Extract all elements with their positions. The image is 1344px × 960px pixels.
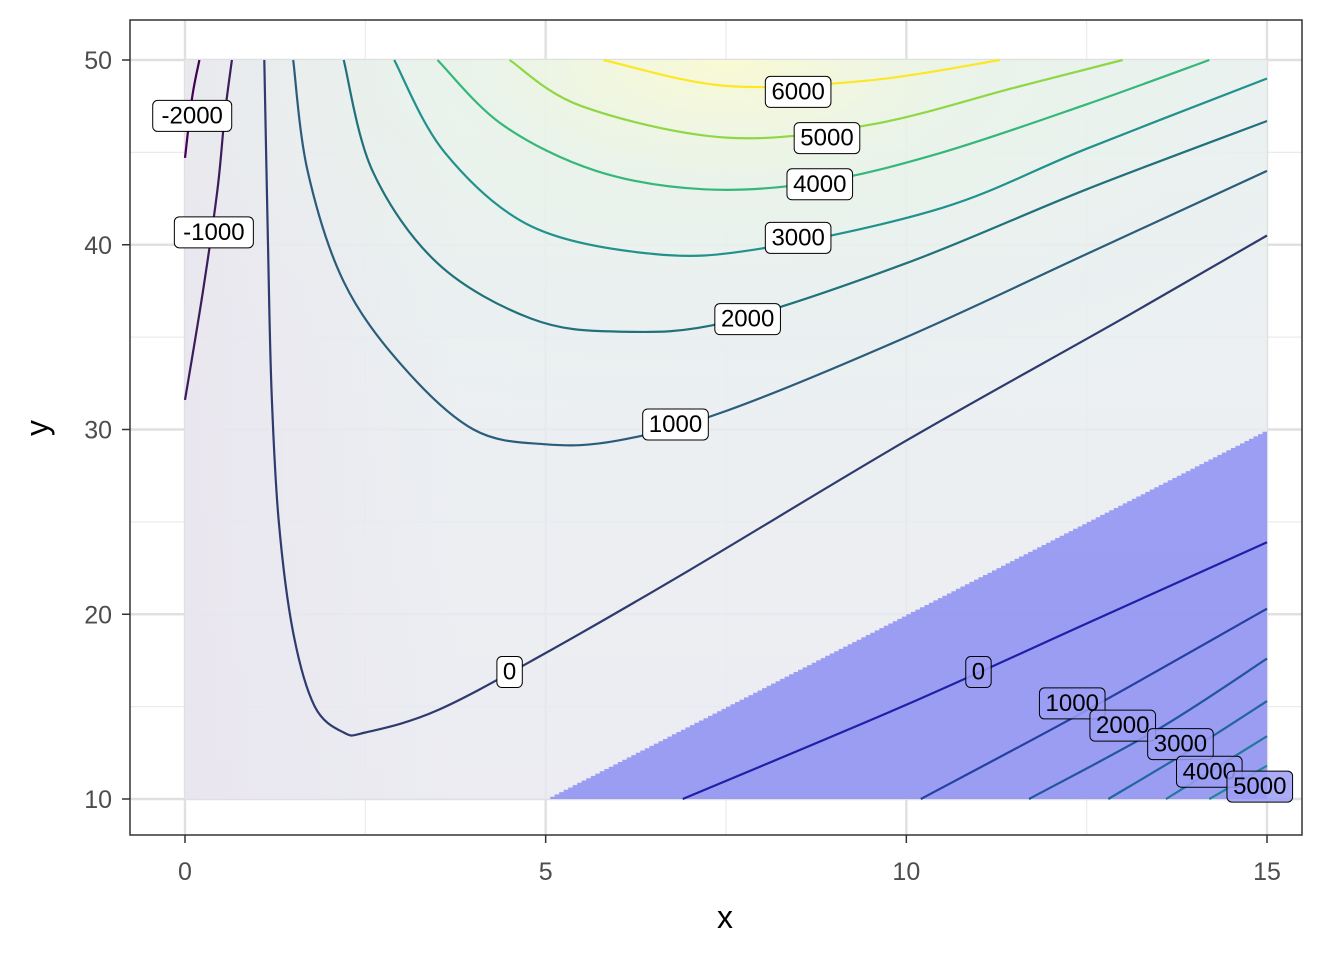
- x-axis-title: x: [717, 899, 733, 935]
- contour-label-5000-13: 5000: [1226, 770, 1294, 803]
- contour-label-text: 5000: [800, 125, 853, 152]
- contour-label-2000-6: 2000: [714, 303, 781, 336]
- contour-label-neg2000-0: -2000: [152, 99, 233, 132]
- contour-label-6000-14: 6000: [764, 75, 832, 108]
- y-tick-label: 10: [84, 786, 112, 814]
- contour-label-box: [1226, 770, 1294, 803]
- y-tick-label: 30: [84, 417, 112, 445]
- contour-label-text: 3000: [1154, 731, 1207, 758]
- contour-label-text: 0: [972, 659, 985, 686]
- x-tick-label: 5: [539, 858, 553, 886]
- contour-label-box: [965, 656, 992, 689]
- contour-label-text: -2000: [162, 102, 223, 129]
- contour-label-box: [496, 656, 523, 689]
- contour-label-1000-5: 1000: [1038, 687, 1106, 720]
- plot-border: [129, 19, 1303, 836]
- contour-label-2000-7: 2000: [1089, 709, 1157, 742]
- y-tick-label: 50: [84, 47, 112, 75]
- contour-label-text: 0: [503, 659, 516, 686]
- x-tick-label: 15: [1253, 858, 1281, 886]
- contour-line-0-3: [682, 541, 1268, 801]
- contour-label-text: 6000: [771, 78, 824, 105]
- contour-label-text: -1000: [183, 219, 244, 246]
- contour-label-box: [764, 221, 832, 254]
- contour-label-box: [642, 408, 709, 441]
- contour-label-text: 3000: [771, 224, 824, 251]
- contour-label-box: [786, 168, 854, 201]
- contour-label-text: 4000: [793, 171, 846, 198]
- contour-label-box: [714, 303, 781, 336]
- contour-label-text: 2000: [1096, 712, 1149, 739]
- contour-label-3000-8: 3000: [764, 221, 832, 254]
- contour-label-text: 1000: [1046, 690, 1099, 717]
- contour-label-box: [764, 75, 832, 108]
- contour-line-3000-8: [393, 59, 1268, 257]
- contour-label-3000-9: 3000: [1147, 728, 1214, 761]
- contour-label-box: [1038, 687, 1106, 720]
- contour-label-text: 5000: [1233, 773, 1286, 800]
- contour-line-2000-6: [342, 59, 1268, 334]
- contour-line-neg2000-0: [183, 59, 201, 159]
- contour-label-box: [173, 216, 254, 249]
- contour-label-5000-12: 5000: [793, 122, 861, 155]
- contour-label-0-2: 0: [496, 656, 523, 689]
- x-tick-label: 10: [892, 858, 920, 886]
- contour-line-1000-4: [292, 59, 1268, 447]
- y-axis-title: y: [19, 420, 55, 436]
- contour-label-text: 1000: [649, 411, 702, 438]
- contour-label-box: [793, 122, 861, 155]
- axes: 0 5 10 15 10 20 30 40 50: [84, 47, 1281, 886]
- contour-line-0-2: [263, 59, 1268, 737]
- contour-label-0-3: 0: [965, 656, 992, 689]
- y-tick-label: 40: [84, 232, 112, 260]
- contour-label-box: [1089, 709, 1157, 742]
- x-tick-label: 0: [178, 858, 192, 886]
- y-tick-label: 20: [84, 601, 112, 629]
- contour-label-neg1000-1: -1000: [173, 216, 254, 249]
- contour-label-4000-10: 4000: [786, 168, 854, 201]
- contour-label-box: [152, 99, 233, 132]
- contour-label-1000-4: 1000: [642, 408, 709, 441]
- contour-label-text: 2000: [721, 306, 774, 333]
